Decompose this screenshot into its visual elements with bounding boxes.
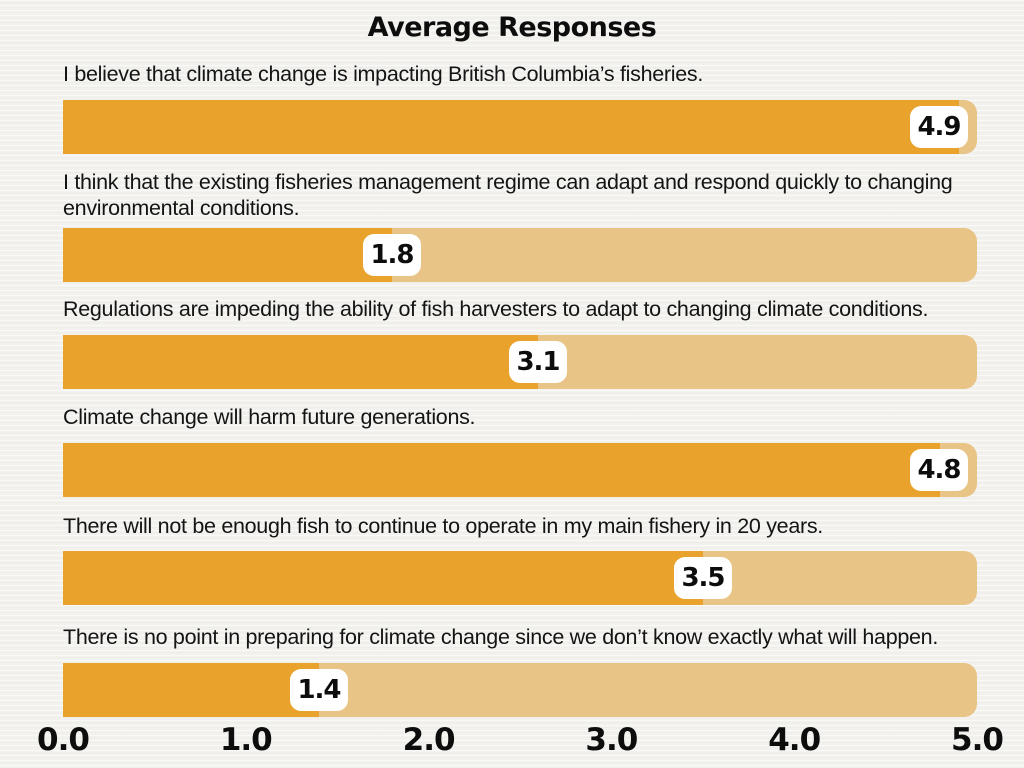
bar-track: 1.4: [63, 663, 977, 717]
value-badge: 3.1: [509, 341, 567, 383]
statement-label: There is no point in preparing for clima…: [63, 625, 938, 649]
statement-label: Regulations are impeding the ability of …: [63, 297, 929, 321]
statement-label: I think that the existing fisheries mana…: [63, 170, 953, 220]
x-axis-tick: 2.0: [402, 722, 456, 758]
value-badge: 4.9: [910, 106, 968, 148]
x-axis-tick: 4.0: [768, 722, 821, 758]
x-axis: 0.0 1.0 2.0 3.0 4.0 5.0: [37, 722, 1004, 762]
value-badge: 4.8: [910, 449, 968, 491]
bar-track: 3.5: [63, 551, 977, 605]
value-badge: 3.5: [674, 557, 732, 599]
bar-fill: [63, 335, 538, 389]
bar-fill: [63, 228, 392, 282]
x-axis-tick: 0.0: [37, 722, 90, 758]
statement-label: There will not be enough fish to continu…: [63, 514, 823, 538]
x-axis-tick: 5.0: [951, 722, 1004, 758]
bar-fill: [63, 663, 319, 717]
x-axis-tick: 3.0: [585, 722, 638, 758]
value-badge: 1.4: [290, 669, 348, 711]
bar-fill: [63, 443, 940, 497]
statement-label: I believe that climate change is impacti…: [63, 62, 704, 86]
bar-track: 3.1: [63, 335, 977, 389]
value-badge: 1.8: [363, 234, 421, 276]
x-axis-tick: 1.0: [219, 722, 273, 758]
bar-track: 4.8: [63, 443, 977, 497]
bar-track: 1.8: [63, 228, 977, 282]
bar-track: 4.9: [63, 100, 977, 154]
bar-fill: [63, 551, 703, 605]
bar-fill: [63, 100, 959, 154]
statement-label: Climate change will harm future generati…: [63, 405, 476, 429]
chart-title: Average Responses: [367, 12, 657, 43]
